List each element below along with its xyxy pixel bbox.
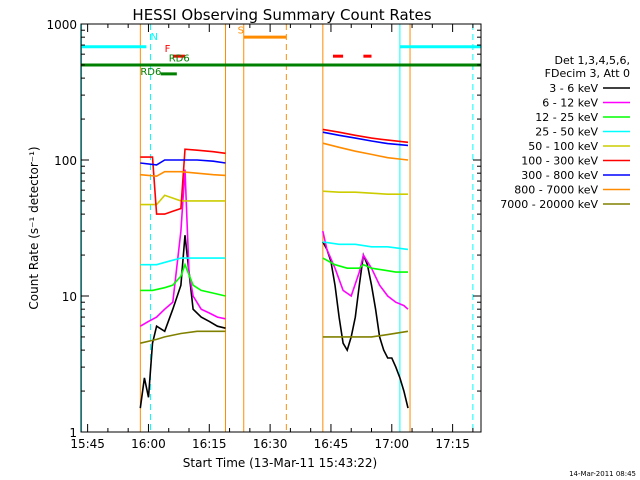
y-tick-label-0: 1 (69, 426, 77, 440)
legend-label-3: 25 - 50 keV (535, 126, 598, 139)
series-lines (139, 128, 409, 409)
series-line-3-1 (322, 241, 409, 251)
footer-timestamp: 14-Mar-2011 08:45 (569, 470, 636, 478)
legend-label-6: 300 - 800 keV (521, 169, 598, 182)
flag-label-2: F (165, 44, 171, 55)
legend-label-7: 800 - 7000 keV (514, 184, 598, 197)
legend: Det 1,3,4,5,6, FDecim 3, Att 0 3 - 6 keV… (500, 54, 630, 211)
series-line-5-1 (322, 128, 409, 144)
legend-label-2: 12 - 25 keV (535, 111, 598, 124)
x-tick-label-5: 17:00 (374, 437, 409, 451)
series-line-5-0 (140, 148, 226, 215)
flag-label-1: S (238, 26, 244, 37)
x-tick-label-0: 15:45 (70, 437, 105, 451)
plot-area (81, 24, 474, 432)
chart-title: HESSI Observing Summary Count Rates (132, 6, 431, 24)
series-line-0-0 (139, 235, 226, 409)
flag-label-3: RD6 (169, 53, 190, 64)
x-tick-label-2: 16:15 (192, 437, 227, 451)
x-tick-label-1: 16:00 (131, 437, 166, 451)
legend-label-0: 3 - 6 keV (549, 82, 598, 95)
y-tick-label-2: 100 (54, 154, 77, 168)
legend-label-1: 6 - 12 keV (542, 97, 598, 110)
series-line-4-1 (322, 190, 408, 195)
series-line-2-1 (322, 257, 408, 273)
x-tick-label-4: 16:45 (314, 437, 349, 451)
legend-label-4: 50 - 100 keV (528, 140, 598, 153)
y-axis: 1 10 100 1000 (46, 18, 481, 440)
series-line-2-0 (140, 262, 226, 297)
series-line-7-0 (140, 170, 226, 178)
series-line-3-0 (140, 257, 226, 266)
series-line-0-1 (322, 241, 409, 409)
legend-header-line-1: Det 1,3,4,5,6, (554, 54, 630, 67)
legend-label-5: 100 - 300 keV (521, 155, 598, 168)
series-line-1-0 (139, 169, 226, 327)
x-tick-label-6: 17:15 (435, 437, 470, 451)
plot-frame (80, 23, 482, 433)
x-tick-label-3: 16:30 (253, 437, 288, 451)
y-axis-label: Count Rate (s⁻¹ detector⁻¹) (27, 146, 41, 309)
legend-label-8: 7000 - 20000 keV (500, 198, 598, 211)
series-line-6-1 (322, 131, 409, 147)
legend-header-line-2: FDecim 3, Att 0 (545, 67, 630, 80)
flag-label-4: RD6 (140, 67, 161, 78)
series-line-1-1 (322, 230, 409, 310)
x-axis: 15:45 16:00 16:15 16:30 16:45 17:00 17:15 (70, 24, 474, 451)
series-line-7-1 (322, 142, 409, 161)
flag-label-0: N (150, 32, 157, 43)
y-tick-label-1: 10 (62, 290, 77, 304)
series-line-8-0 (140, 330, 226, 344)
series-line-6-0 (140, 159, 226, 166)
y-tick-label-3: 1000 (46, 18, 77, 32)
series-line-8-1 (322, 330, 409, 338)
x-axis-label: Start Time (13-Mar-11 15:43:22) (183, 456, 377, 470)
